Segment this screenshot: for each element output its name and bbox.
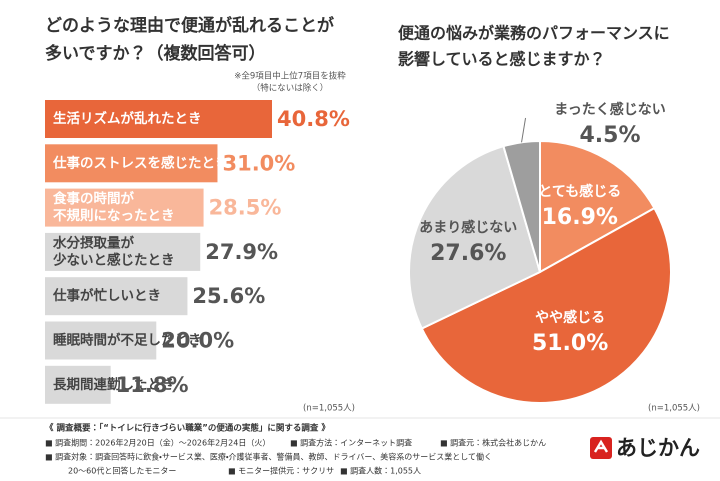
pie-slice xyxy=(420,206,672,404)
value-label: 40.8% xyxy=(277,107,350,131)
footer-text: ■ 調査期間：2026年2月20日（金）～2026年2月24日（火） xyxy=(45,438,270,448)
pie-slice xyxy=(539,139,656,274)
category-label: 仕事が忙しいとき xyxy=(52,287,161,304)
leader-line xyxy=(521,117,527,143)
bar xyxy=(45,277,188,316)
chart-title: どのような理由で便通が乱れることが xyxy=(45,15,334,36)
bar xyxy=(45,365,111,404)
slice-value: 4.5% xyxy=(579,123,640,148)
category-label: 不規則になったとき xyxy=(53,208,175,224)
slice-value: 51.0% xyxy=(532,331,608,356)
slice-label: あまり感じない xyxy=(419,219,517,236)
category-label: 少ないと感じたとき xyxy=(53,251,175,268)
category-label: 睡眠時間が不足したとき xyxy=(53,332,202,349)
value-label: 25.6% xyxy=(192,284,265,308)
slice-value: 27.6% xyxy=(430,241,506,266)
category-label: 仕事のストレスを感じたとき xyxy=(52,154,229,171)
category-label: 水分摂取量が xyxy=(52,234,134,251)
footer-text: ■ モニター提供元：サクリサ xyxy=(228,466,334,476)
category-label: 生活リズムが乱れたとき xyxy=(53,110,202,127)
value-label: 27.9% xyxy=(205,240,278,264)
pie-slice xyxy=(502,139,541,273)
logo-glyph xyxy=(593,439,609,453)
chart-title: 便通の悩みが業務のパフォーマンスに xyxy=(398,24,670,43)
slice-label: やや感じる xyxy=(535,309,605,326)
slice-label: とても感じる xyxy=(538,183,621,200)
logo-text: あじかん xyxy=(616,436,700,460)
footer-text: ■ 調査対象：調査回答時に飲食・サービス業、医療・介護従事者、警備員、教師、ドラ… xyxy=(45,452,492,462)
footer-text: 20～60代と回答したモニター xyxy=(68,466,176,476)
value-label: 28.5% xyxy=(209,196,282,220)
chart-title: 影響していると感じますか？ xyxy=(398,50,606,69)
footer-text: ■ 調査元：株式会社あじかん xyxy=(440,438,546,448)
note: （特にないは除く） xyxy=(252,83,329,94)
sample-size: (n=1,055人) xyxy=(303,404,355,414)
note: ※全9項目中上位7項目を抜粋 xyxy=(234,71,346,82)
bar xyxy=(45,188,204,227)
value-label: 11.8% xyxy=(116,373,189,397)
pie-slice xyxy=(408,144,542,330)
value-label: 20.0% xyxy=(161,329,234,353)
value-label: 31.0% xyxy=(222,151,295,175)
slice-label: まったく感じない xyxy=(554,101,665,118)
footer-text: ■ 調査方法：インターネット調査 xyxy=(290,438,412,448)
bar xyxy=(45,321,157,360)
sample-size: (n=1,055人) xyxy=(648,404,700,414)
footer-text: ■ 調査人数：1,055人 xyxy=(340,466,421,476)
bar xyxy=(45,232,201,271)
bar xyxy=(45,100,272,138)
category-label: 長期間連勤したとき xyxy=(53,376,175,393)
chart-title: 多いですか？（複数回答可） xyxy=(45,43,266,64)
footer-heading: 《 調査概要：「“トイレに行きづらい職業”の便通の実態」に関する調査 》 xyxy=(45,423,330,434)
bar xyxy=(45,144,218,183)
slice-value: 16.9% xyxy=(542,205,618,230)
category-label: 食事の時間が xyxy=(53,190,134,207)
